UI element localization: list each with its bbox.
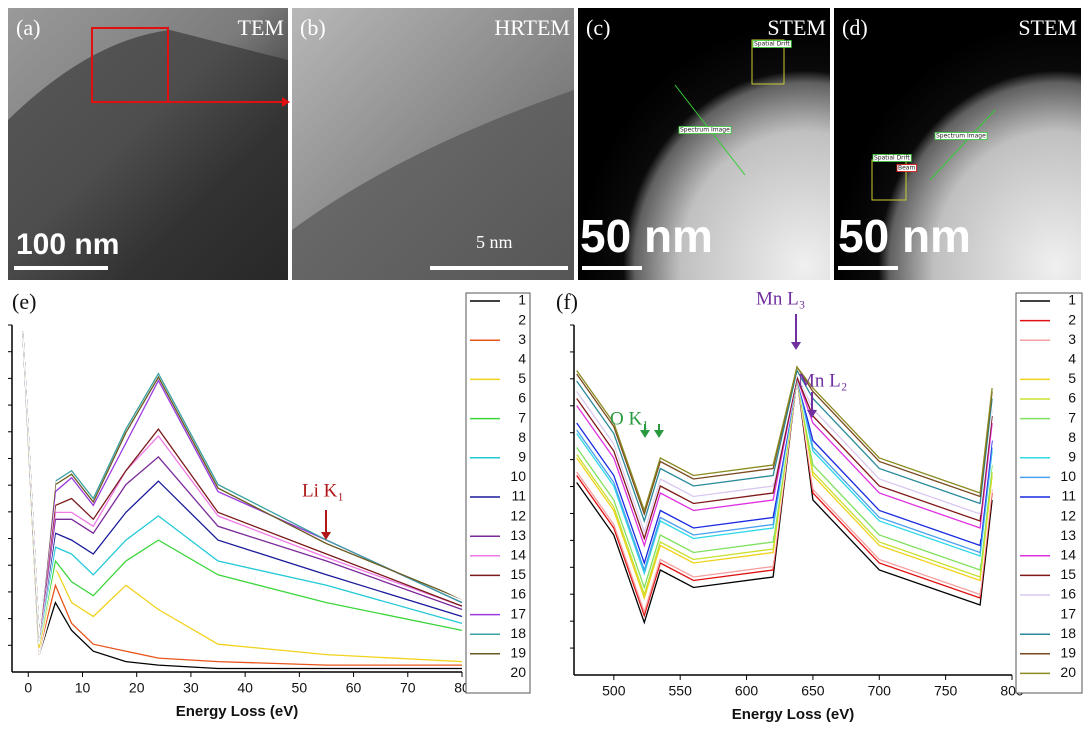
scale-bar xyxy=(14,266,108,270)
legend-label: 5 xyxy=(518,370,526,386)
legend-label: 1 xyxy=(1068,292,1076,308)
legend-label: 12 xyxy=(510,507,526,523)
legend-label: 8 xyxy=(518,429,526,445)
x-tick-label: 0 xyxy=(24,680,32,696)
x-axis-title: Energy Loss (eV) xyxy=(176,703,299,720)
x-tick-label: 700 xyxy=(868,683,892,699)
scale-bar xyxy=(430,266,568,270)
annotation-arrow-head xyxy=(791,342,801,350)
legend-label: 15 xyxy=(1060,566,1076,582)
legend-label: 17 xyxy=(1060,605,1076,621)
panel-label: (e) xyxy=(12,289,36,314)
legend-label: 3 xyxy=(518,331,526,347)
legend-label: 18 xyxy=(1060,625,1076,641)
legend-label: 4 xyxy=(1068,351,1076,367)
legend-label: 16 xyxy=(1060,586,1076,602)
legend-label: 9 xyxy=(518,449,526,465)
x-tick-label: 30 xyxy=(183,680,199,696)
legend-label: 15 xyxy=(510,566,526,582)
legend-label: 3 xyxy=(1068,331,1076,347)
panel-label: (d) xyxy=(842,15,868,40)
legend-label: 13 xyxy=(1060,527,1076,543)
legend-label: 7 xyxy=(518,409,526,425)
roi-label: Beam xyxy=(898,165,915,172)
legend-label: 2 xyxy=(1068,311,1076,327)
x-axis-title: Energy Loss (eV) xyxy=(732,706,855,723)
legend-label: 10 xyxy=(1060,468,1076,484)
x-tick-label: 20 xyxy=(129,680,145,696)
imaging-mode: STEM xyxy=(767,15,826,40)
legend-label: 17 xyxy=(510,605,526,621)
x-tick-label: 550 xyxy=(669,683,693,699)
imaging-mode: TEM xyxy=(238,15,284,40)
legend-label: 10 xyxy=(510,468,526,484)
spectrum-line xyxy=(23,332,462,644)
x-tick-label: 70 xyxy=(400,680,416,696)
legend-label: 19 xyxy=(510,645,526,661)
x-tick-label: 500 xyxy=(602,683,626,699)
scale-label: 5 nm xyxy=(476,232,513,252)
x-tick-label: 50 xyxy=(292,680,308,696)
legend-label: 2 xyxy=(518,311,526,327)
legend-label: 16 xyxy=(510,586,526,602)
legend-label: 14 xyxy=(510,547,526,563)
legend-label: 13 xyxy=(510,527,526,543)
spectrum-line xyxy=(23,332,462,644)
legend-label: 20 xyxy=(1060,664,1076,680)
legend-label: 4 xyxy=(518,351,526,367)
panel-label: (f) xyxy=(556,289,578,314)
annotation: Mn L₂ xyxy=(798,370,847,391)
legend-label: 19 xyxy=(1060,645,1076,661)
legend-label: 12 xyxy=(1060,507,1076,523)
roi-label: Spectrum Image xyxy=(680,127,730,134)
legend-label: 11 xyxy=(1061,488,1076,504)
scale-label: 50 nm xyxy=(838,210,971,262)
annotation-arrow-head xyxy=(654,430,664,438)
annotation: Mn L₃ xyxy=(756,288,805,309)
legend-label: 20 xyxy=(510,664,526,680)
scale-bar xyxy=(838,266,898,270)
panel-label: (a) xyxy=(16,15,40,40)
x-tick-label: 650 xyxy=(801,683,825,699)
legend-label: 1 xyxy=(518,292,526,308)
legend-label: 5 xyxy=(1068,370,1076,386)
roi-label: Spatial Drift xyxy=(754,41,790,48)
x-tick-label: 750 xyxy=(934,683,958,699)
legend-label: 18 xyxy=(510,625,526,641)
legend-label: 8 xyxy=(1068,429,1076,445)
x-tick-label: 40 xyxy=(237,680,253,696)
x-tick-label: 10 xyxy=(75,680,91,696)
panel-label: (c) xyxy=(586,15,610,40)
legend-label: 11 xyxy=(511,488,526,504)
panel-label: (b) xyxy=(300,15,326,40)
x-tick-label: 60 xyxy=(346,680,362,696)
annotation: Li K₁ xyxy=(302,480,344,501)
x-tick-label: 600 xyxy=(735,683,759,699)
imaging-mode: STEM xyxy=(1018,15,1077,40)
scale-label: 100 nm xyxy=(16,228,119,261)
legend-label: 6 xyxy=(518,390,526,406)
imaging-mode: HRTEM xyxy=(494,15,570,40)
spectrum-line xyxy=(23,332,462,644)
roi-label: Spatial Drift xyxy=(874,155,910,162)
legend-label: 14 xyxy=(1060,547,1076,563)
legend-label: 7 xyxy=(1068,409,1076,425)
spectrum-line xyxy=(23,332,462,658)
scale-bar xyxy=(582,266,642,270)
annotation: O K₁ xyxy=(610,408,649,429)
annotation-arrow-head xyxy=(640,430,650,438)
scale-label: 50 nm xyxy=(580,210,713,262)
figure: (e)01020304050607080Energy Loss (eV)Li K… xyxy=(0,0,1089,744)
roi-label: Spectrum Image xyxy=(936,133,986,140)
legend-label: 9 xyxy=(1068,449,1076,465)
legend-label: 6 xyxy=(1068,390,1076,406)
